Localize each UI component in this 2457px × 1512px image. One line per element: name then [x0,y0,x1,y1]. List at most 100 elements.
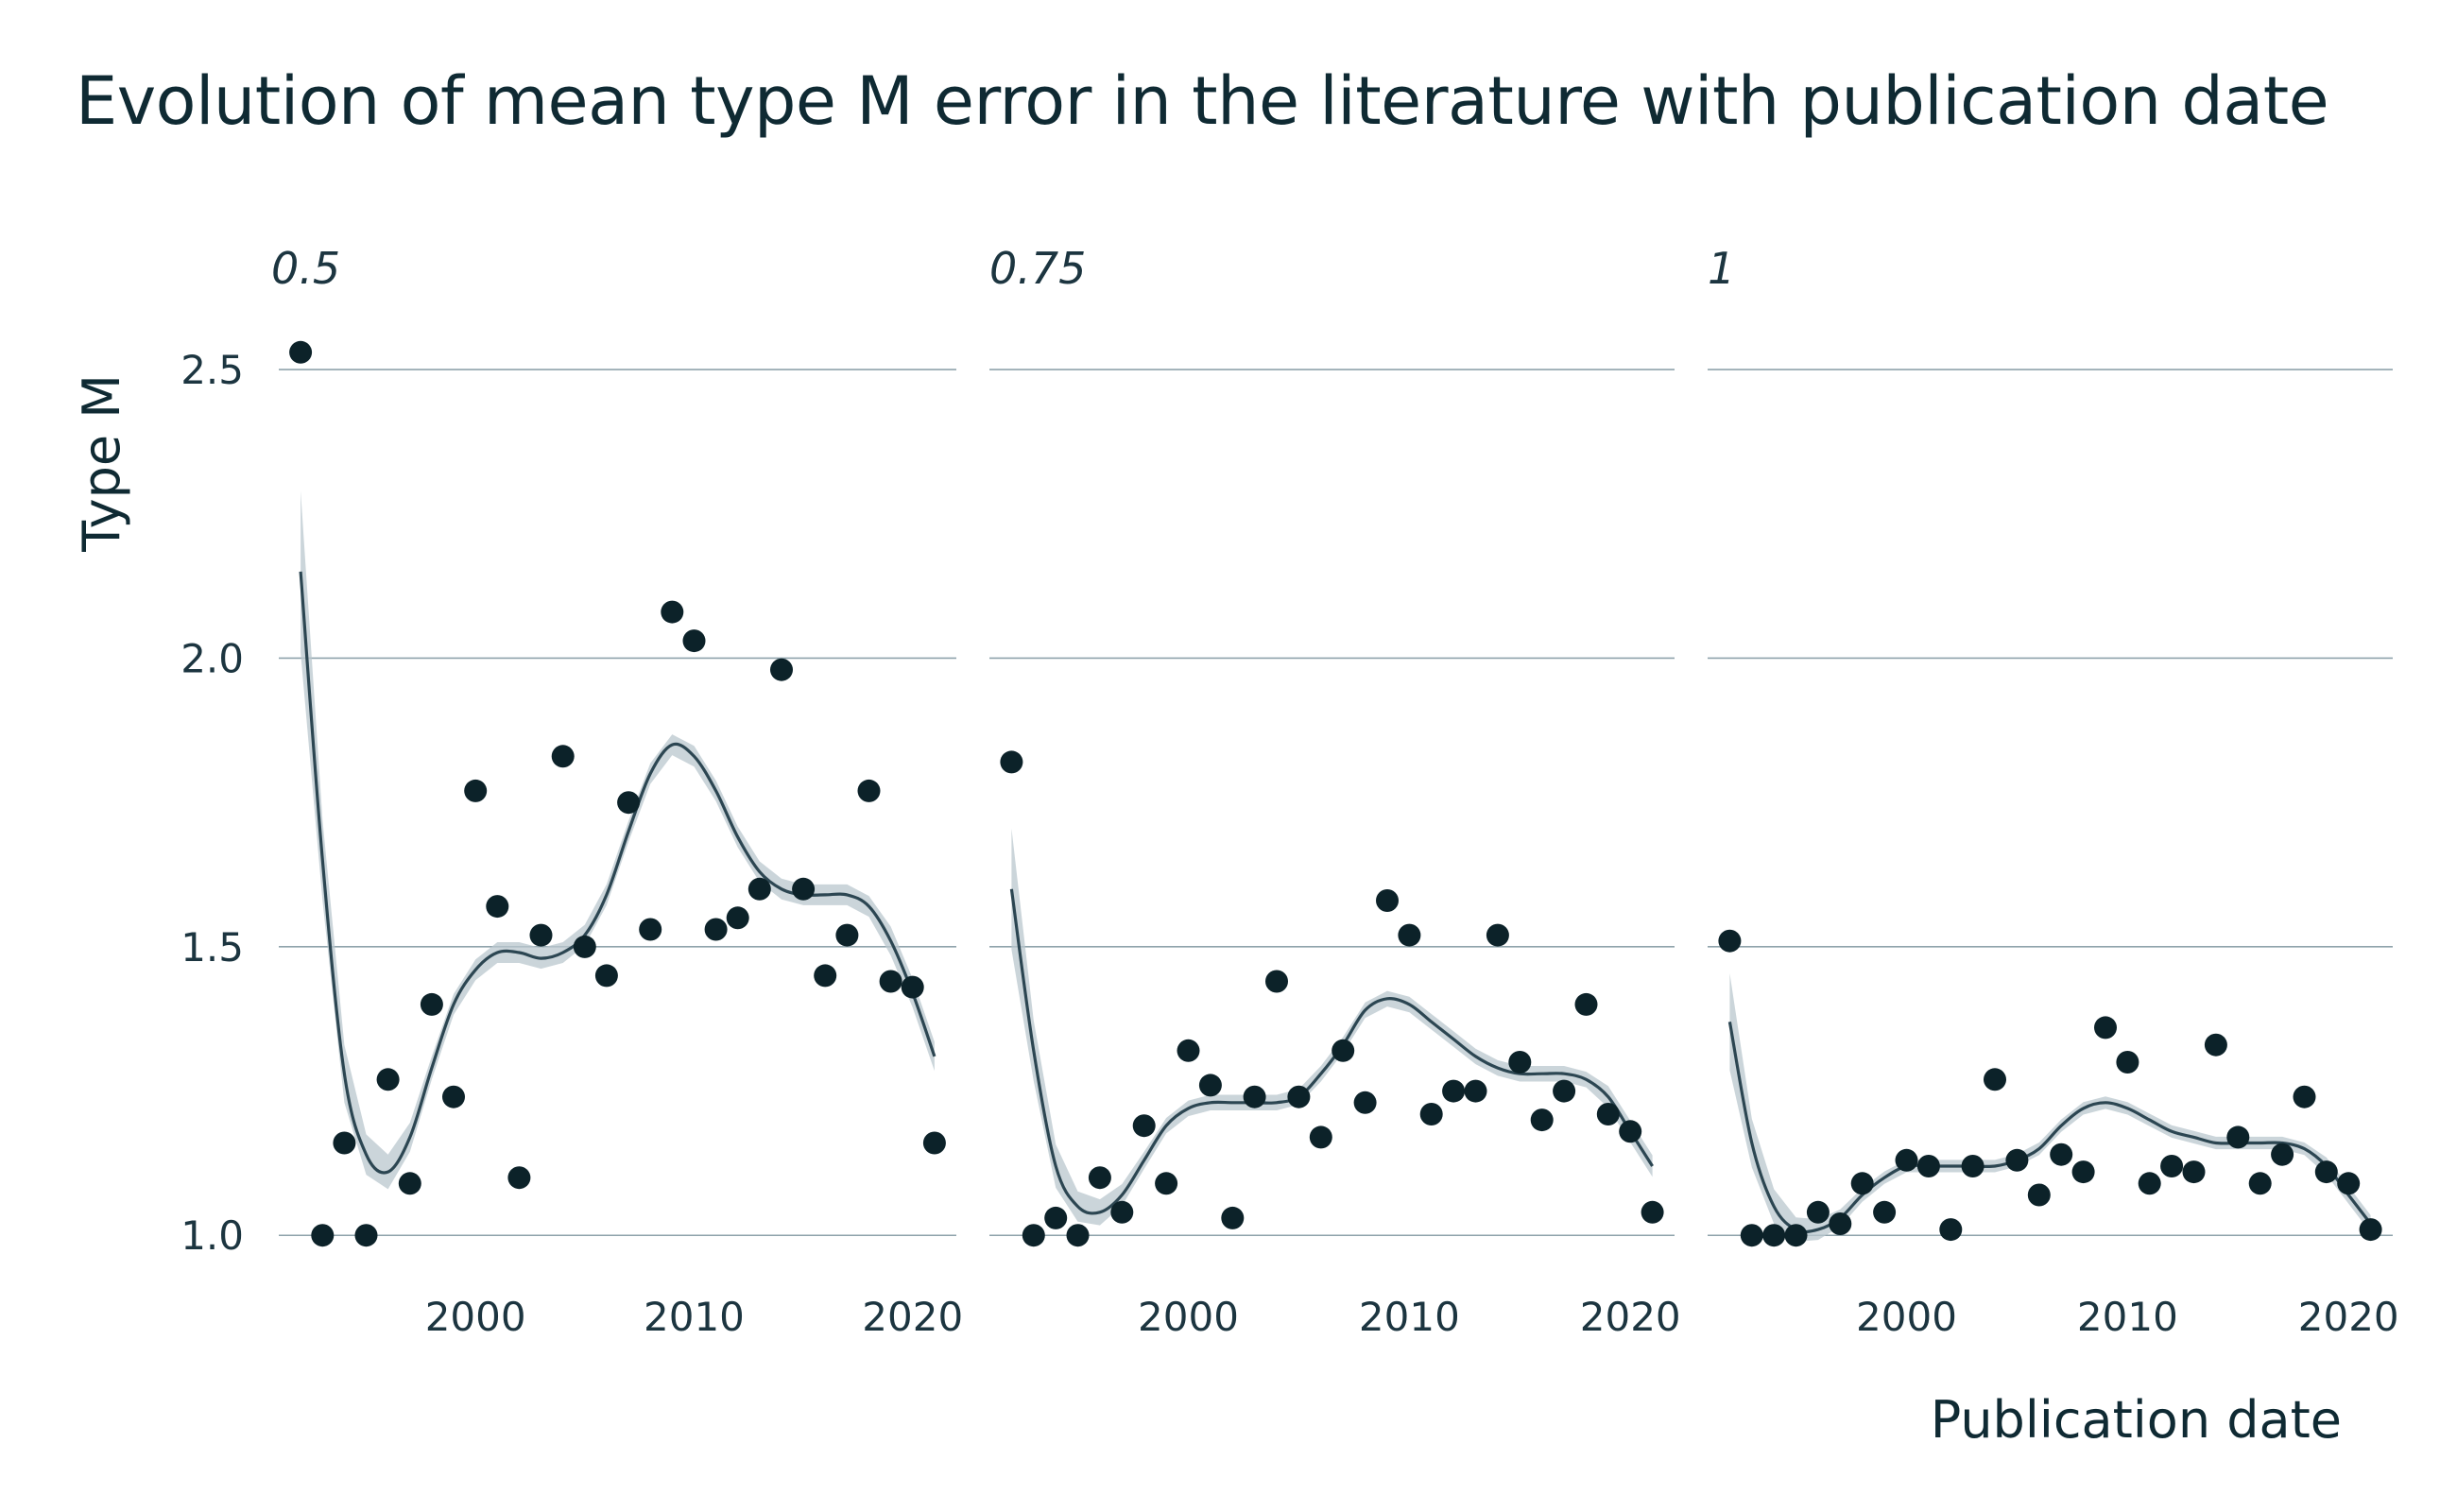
x-tick-label: 2010 [2077,1294,2178,1340]
data-point [661,600,684,624]
data-point [2005,1148,2029,1172]
data-point [1762,1224,1786,1247]
data-point [2359,1218,2382,1242]
facet-panels: 0.5 1.0 1.5 2.0 2.5 2000 2010 2020 0.75 2000 2010 2… [180,243,2398,1340]
smooth-confidence-band [1729,973,2371,1242]
data-point [376,1068,400,1091]
x-tick-label: 2000 [425,1294,526,1340]
x-tick-label: 2020 [862,1294,963,1340]
x-tick-label: 2010 [1359,1294,1460,1340]
data-point [464,779,488,802]
data-point [704,918,728,941]
y-tick-label: 2.0 [180,635,244,681]
data-point [2271,1143,2294,1166]
data-point [1353,1091,1377,1114]
facet-strip-label: 0.5 [271,243,340,294]
data-point [1155,1172,1178,1195]
smooth-trend-line [1727,1022,2372,1234]
data-point [1873,1200,1897,1224]
data-point [2050,1143,2073,1166]
data-point [507,1166,531,1190]
data-point [1553,1079,1576,1103]
x-tick-label: 2020 [1580,1294,1681,1340]
data-point [1309,1125,1332,1149]
data-point [1939,1218,1963,1242]
data-point [2027,1183,2051,1207]
data-point [442,1085,465,1108]
x-tick-label: 2000 [1856,1294,1957,1340]
facet-strip-label: 1 [1708,243,1735,294]
data-point [879,970,902,993]
data-point [289,340,313,364]
data-point [1574,992,1598,1016]
data-point [486,895,509,919]
data-point [529,923,553,947]
y-tick-label: 2.5 [180,347,244,393]
smooth-confidence-band [1011,828,1653,1226]
data-point [617,791,641,815]
data-point [1740,1224,1763,1247]
data-point [2226,1125,2250,1149]
data-point [1332,1039,1355,1062]
data-point [1895,1148,1918,1172]
data-point [311,1224,335,1247]
x-axis-title: Publication date [1931,1390,2342,1450]
data-point [573,935,596,958]
data-point [420,992,443,1016]
data-point [682,629,706,653]
data-point [1265,970,1288,993]
data-point [901,975,924,999]
data-point [1984,1068,2006,1091]
data-point [398,1172,421,1195]
x-tick-label: 2000 [1138,1294,1239,1340]
data-point [770,658,793,681]
data-point [857,779,881,802]
data-point [2116,1051,2139,1074]
data-point [1022,1224,1045,1247]
x-tick-label: 2020 [2298,1294,2399,1340]
data-point [1718,929,1742,953]
data-point [2160,1155,2184,1177]
y-axis-title: Type M [72,374,131,553]
data-point [1596,1103,1620,1125]
data-point [2314,1160,2338,1184]
data-point [1221,1206,1245,1229]
data-point [1066,1224,1090,1247]
data-point [1530,1108,1554,1132]
data-point [1850,1172,1874,1195]
facet-strip-label: 0.75 [989,243,1086,294]
data-point [1198,1074,1222,1097]
data-point [1132,1114,1156,1138]
data-point [726,906,749,930]
data-point [1177,1039,1200,1062]
data-point [2182,1160,2206,1184]
data-point [594,964,618,988]
data-point [1486,923,1509,947]
chart-title: Evolution of mean type M error in the li… [76,62,2329,140]
x-tick-label: 2010 [644,1294,745,1340]
data-point [1508,1051,1532,1074]
data-point [835,923,859,947]
facet-panel-2: 0.75 2000 2010 2020 [989,243,1681,1340]
data-point [1961,1155,1984,1177]
data-point [1784,1224,1808,1247]
facet-panel-3: 1 2000 2010 2020 [1708,243,2399,1340]
data-point [1000,750,1023,774]
data-point [1243,1085,1266,1108]
data-point [814,964,837,988]
data-point [2248,1172,2272,1195]
y-tick-label: 1.0 [180,1212,244,1259]
facet-panel-1: 0.5 1.0 1.5 2.0 2.5 2000 2010 2020 [180,243,963,1340]
data-point [639,918,662,941]
data-point [1829,1212,1852,1235]
smooth-trend-line [299,571,936,1175]
data-point [1464,1079,1487,1103]
data-point [1641,1200,1664,1224]
y-tick-label: 1.5 [180,924,244,971]
data-point [1442,1079,1466,1103]
data-point [354,1224,378,1247]
data-point [1619,1120,1642,1143]
data-point [1287,1085,1311,1108]
data-point [1088,1166,1111,1190]
